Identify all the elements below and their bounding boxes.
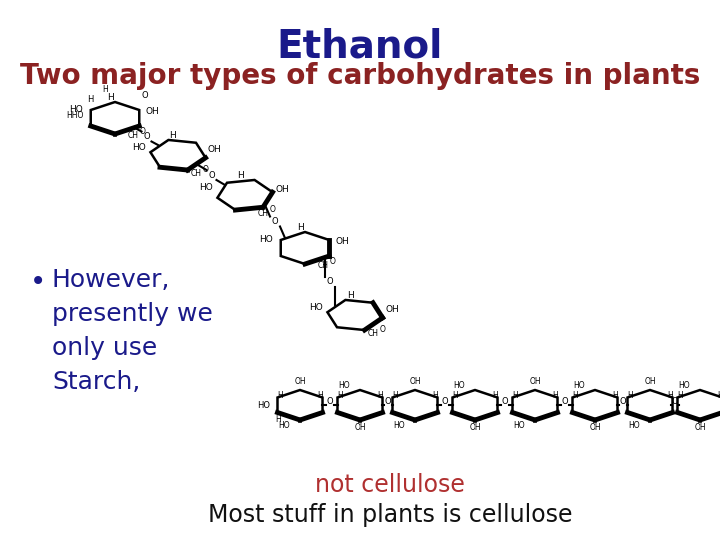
Text: HO: HO [279, 421, 290, 429]
Text: not cellulose: not cellulose [315, 473, 465, 497]
Text: H: H [237, 171, 243, 179]
Text: OH: OH [354, 422, 366, 431]
Text: Two major types of carbohydrates in plants: Two major types of carbohydrates in plan… [20, 62, 700, 90]
Text: OH: OH [385, 305, 399, 314]
Text: H: H [572, 390, 578, 400]
Text: OH: OH [294, 376, 306, 386]
Text: H: H [432, 390, 438, 400]
Text: O: O [271, 217, 279, 226]
Text: H: H [677, 390, 683, 400]
Text: CH: CH [127, 132, 138, 140]
Text: H: H [492, 390, 498, 400]
Text: OH: OH [644, 376, 656, 386]
Text: H: H [627, 390, 633, 400]
Text: O: O [562, 397, 568, 407]
Text: O: O [142, 91, 148, 99]
Text: OH: OH [275, 185, 289, 193]
Text: CH: CH [258, 208, 269, 218]
Text: H: H [107, 93, 113, 103]
Text: O: O [327, 277, 333, 286]
Text: H: H [719, 415, 720, 424]
Text: H: H [377, 390, 383, 400]
Text: H: H [512, 390, 518, 400]
Text: O: O [502, 397, 508, 407]
Text: HO: HO [199, 183, 213, 192]
Text: H: H [170, 131, 176, 139]
Text: CH: CH [367, 328, 379, 338]
Text: H: H [337, 390, 343, 400]
Text: HO: HO [513, 421, 525, 429]
Text: OH: OH [529, 376, 541, 386]
Text: H: H [297, 224, 303, 233]
Text: OH: OH [694, 422, 706, 431]
Text: •: • [30, 268, 46, 296]
Text: O: O [208, 171, 215, 179]
Text: O: O [143, 132, 150, 141]
Text: OH: OH [145, 107, 158, 117]
Text: H: H [275, 415, 281, 424]
Text: H: H [552, 390, 558, 400]
Text: HO: HO [257, 401, 270, 409]
Text: H: H [317, 390, 323, 400]
Text: H: H [87, 96, 93, 105]
Text: OH: OH [208, 145, 222, 153]
Text: HO: HO [393, 421, 405, 429]
Text: H: H [392, 390, 398, 400]
Text: HO: HO [132, 143, 146, 152]
Text: HO: HO [69, 105, 83, 114]
Text: Starch,: Starch, [52, 370, 140, 394]
Text: HHO: HHO [66, 111, 84, 119]
Text: H: H [277, 390, 283, 400]
Text: H: H [667, 390, 673, 400]
Text: Ethanol: Ethanol [276, 28, 444, 66]
Text: OH: OH [409, 376, 420, 386]
Text: OH: OH [335, 238, 348, 246]
Text: HO: HO [310, 302, 323, 312]
Text: O: O [619, 397, 626, 407]
Text: H: H [346, 291, 354, 300]
Text: O: O [270, 205, 276, 213]
Text: HO: HO [454, 381, 465, 389]
Text: However,: However, [52, 268, 171, 292]
Text: HO: HO [338, 381, 350, 389]
Text: O: O [203, 165, 209, 173]
Text: H: H [102, 85, 108, 94]
Text: O: O [140, 127, 146, 137]
Text: H: H [612, 390, 618, 400]
Text: HO: HO [678, 381, 690, 389]
Text: O: O [441, 397, 449, 407]
Text: HO: HO [573, 381, 585, 389]
Text: O: O [384, 397, 391, 407]
Text: presently we: presently we [52, 302, 213, 326]
Text: CH: CH [191, 168, 202, 178]
Text: O: O [330, 258, 336, 267]
Text: OH: OH [589, 422, 600, 431]
Text: O: O [672, 397, 678, 407]
Text: HO: HO [629, 421, 640, 429]
Text: HO: HO [259, 235, 273, 245]
Text: H: H [452, 390, 458, 400]
Text: OH: OH [469, 422, 481, 431]
Text: O: O [380, 325, 386, 334]
Text: H: H [717, 390, 720, 400]
Text: Most stuff in plants is cellulose: Most stuff in plants is cellulose [208, 503, 572, 527]
Text: only use: only use [52, 336, 157, 360]
Text: O: O [327, 397, 333, 407]
Text: CH: CH [318, 261, 328, 271]
